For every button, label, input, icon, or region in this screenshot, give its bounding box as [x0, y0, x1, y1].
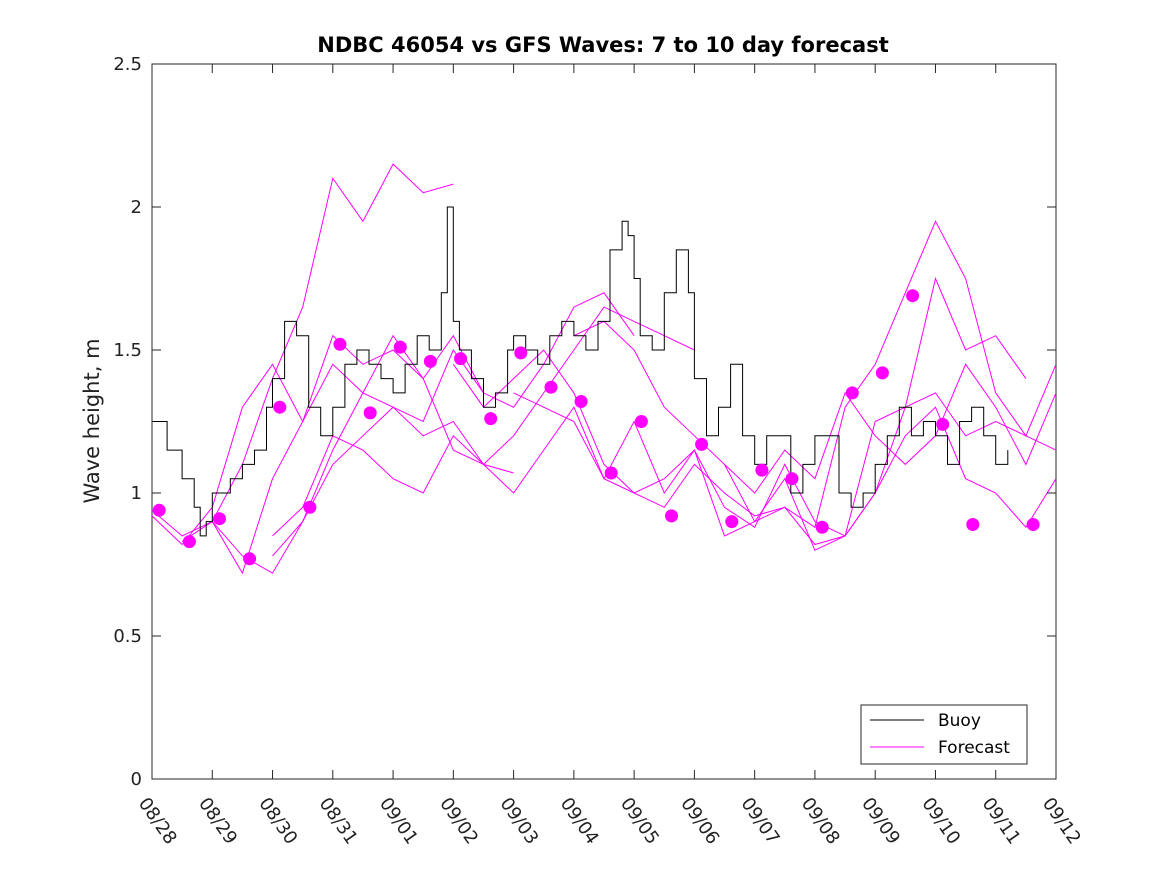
y-tick-label: 2 — [131, 197, 142, 218]
forecast-marker — [604, 466, 618, 480]
x-tick-label: 09/08 — [797, 794, 844, 849]
legend-buoy-label: Buoy — [938, 711, 981, 731]
x-tick-label: 09/06 — [676, 794, 723, 849]
forecast-marker — [815, 520, 829, 534]
chart-title: NDBC 46054 vs GFS Waves: 7 to 10 day for… — [317, 33, 888, 57]
y-tick-label: 0.5 — [113, 626, 142, 647]
forecast-line — [151, 163, 454, 537]
forecast-line — [513, 392, 1057, 551]
x-tick-label: 09/02 — [435, 794, 482, 849]
y-tick-label: 0 — [131, 769, 142, 790]
forecast-marker — [966, 518, 980, 531]
x-tick-label: 09/12 — [1038, 794, 1085, 849]
forecast-marker — [1026, 518, 1040, 531]
forecast-marker — [665, 509, 678, 523]
forecast-marker — [152, 503, 166, 517]
x-tick-label: 09/10 — [917, 794, 964, 849]
forecast-marker — [695, 437, 709, 451]
forecast-line — [272, 220, 1057, 557]
x-tick-label: 09/03 — [496, 794, 543, 849]
forecast-marker — [213, 512, 226, 526]
forecast-marker — [906, 289, 920, 303]
buoy-series — [152, 206, 1009, 537]
forecast-marker — [182, 535, 196, 549]
forecast-marker — [273, 400, 287, 414]
forecast-line — [151, 334, 484, 546]
y-axis-label: Wave height, m — [80, 338, 104, 503]
forecast-line — [724, 363, 1057, 494]
forecast-line — [272, 434, 514, 537]
forecast-marker — [634, 415, 648, 428]
x-tick-label: 09/05 — [616, 794, 663, 849]
x-tick-label: 09/04 — [556, 794, 603, 849]
forecast-marker — [454, 352, 468, 366]
buoy-line — [152, 206, 1009, 537]
x-tick-label: 08/28 — [134, 794, 181, 849]
x-tick-label: 08/31 — [315, 794, 362, 849]
forecast-marker — [785, 472, 799, 486]
y-tick-label: 1 — [131, 483, 142, 504]
legend: Buoy Forecast — [860, 704, 1028, 765]
x-tick-label: 08/29 — [194, 794, 241, 849]
forecast-marker — [484, 412, 498, 426]
forecast-line — [452, 349, 1057, 537]
legend-box — [860, 704, 1028, 765]
x-tick-label: 09/11 — [978, 794, 1025, 849]
forecast-marker — [725, 515, 739, 529]
forecast-marker — [243, 552, 257, 566]
legend-forecast-label: Forecast — [938, 738, 1010, 758]
forecast-marker — [936, 417, 950, 431]
y-tick-label: 1.5 — [113, 340, 142, 361]
y-tick-label: 2.5 — [113, 54, 142, 75]
forecast-marker — [845, 386, 859, 400]
forecast-marker — [393, 340, 407, 354]
forecast-marker — [755, 463, 769, 477]
x-tick-label: 09/09 — [857, 794, 904, 849]
forecast-marker — [333, 337, 347, 351]
forecast-marker — [514, 346, 528, 360]
forecast-marker — [363, 406, 377, 420]
forecast-line — [573, 276, 1027, 546]
x-tick-label: 08/30 — [254, 794, 301, 849]
x-tick-label: 09/01 — [375, 794, 422, 849]
forecast-marker — [574, 395, 588, 408]
forecast-series-lines — [151, 163, 1057, 575]
forecast-marker — [544, 380, 558, 394]
forecast-marker — [303, 500, 317, 514]
x-tick-label: 09/07 — [737, 794, 784, 849]
forecast-marker — [875, 366, 889, 380]
forecast-markers — [152, 289, 1040, 566]
forecast-line — [211, 306, 695, 574]
forecast-marker — [423, 354, 437, 368]
